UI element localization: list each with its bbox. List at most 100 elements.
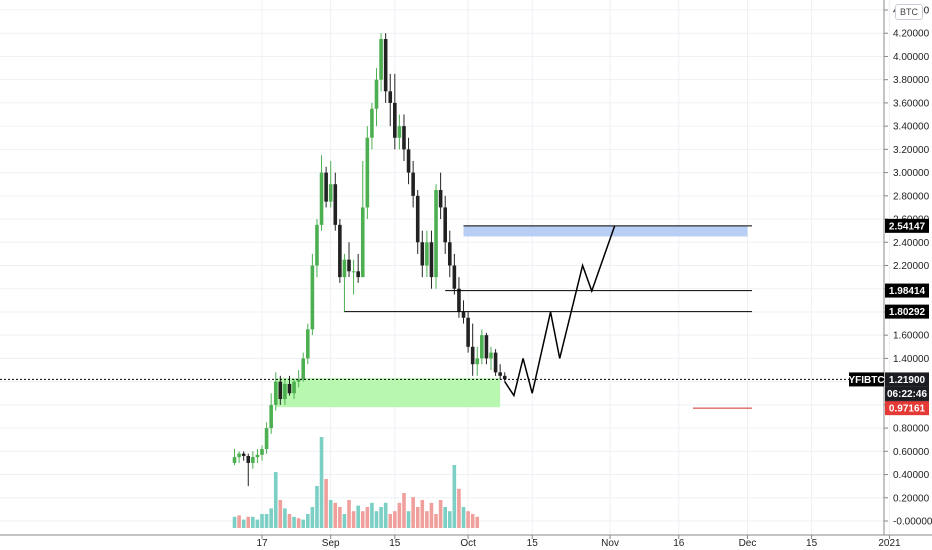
candle-body — [301, 358, 306, 380]
candle-body — [241, 453, 246, 456]
level-2-tag-label: 1.98414 — [889, 286, 926, 297]
symbol-tag — [849, 372, 884, 387]
volume-bar — [379, 507, 383, 528]
stop-tag-label: 0.97161 — [889, 404, 926, 415]
projection-line[interactable] — [504, 225, 616, 398]
price-tick-label: 0.20000 — [893, 493, 930, 504]
candle-body — [356, 271, 360, 278]
current-tag — [885, 372, 929, 387]
volume-bar — [365, 507, 370, 528]
volume-bar — [374, 511, 379, 528]
candle-body — [287, 383, 292, 394]
candle-body — [333, 184, 338, 225]
volume-bar — [438, 500, 443, 528]
price-tick-label: 3.20000 — [893, 145, 930, 156]
candle-body — [342, 259, 347, 278]
candle-body — [443, 207, 447, 243]
volume-bar — [360, 511, 365, 528]
time-tick-label: Sep — [322, 538, 340, 549]
volume-bar — [237, 515, 241, 528]
time-tick-label: 17 — [256, 538, 268, 549]
candle-body — [420, 242, 425, 266]
time-tick-label: Oct — [460, 538, 476, 549]
chart-zones — [275, 226, 748, 408]
price-tags: 2.54147 1.98414 1.80292 1.21900 YFIBTC06:22:… — [848, 218, 929, 416]
volume-bar — [260, 514, 264, 528]
volume-bar — [319, 437, 324, 528]
candle-body — [365, 137, 370, 208]
candle-body — [246, 455, 251, 463]
candle-body — [351, 271, 356, 273]
volume-bar — [425, 511, 429, 528]
price-levels — [0, 225, 884, 409]
volume-bar — [466, 511, 470, 528]
price-tick-label: 3.80000 — [893, 75, 930, 86]
volume-bar — [315, 486, 319, 528]
volume-bar — [292, 516, 296, 528]
price-tick-label: -0.00000 — [893, 517, 932, 528]
volume-bar — [457, 488, 461, 528]
level-2-tag — [885, 283, 929, 298]
candle-body — [429, 242, 434, 278]
candle-body — [264, 428, 269, 449]
price-tick-label: 3.60000 — [893, 98, 930, 109]
candle-body — [292, 381, 296, 394]
blue-zone — [463, 226, 748, 237]
candle-body — [388, 91, 393, 103]
price-tick-label: 3.40000 — [893, 122, 930, 133]
level-3-tag-label: 1.80292 — [889, 307, 926, 318]
volume-bar — [333, 502, 338, 528]
volume-bar — [411, 497, 415, 528]
price-tick-label: 4.00000 — [893, 52, 930, 63]
candle-body — [379, 39, 383, 80]
candle-body — [397, 126, 402, 138]
candle-body — [498, 372, 502, 376]
candle-body — [484, 335, 489, 359]
candle-body — [324, 172, 328, 202]
currency-badge[interactable]: BTC — [895, 4, 923, 20]
volume-bar — [351, 511, 356, 528]
volume-bar — [273, 472, 278, 528]
candle-body — [457, 288, 461, 312]
volume-bar — [397, 502, 402, 528]
candle-body — [338, 224, 342, 278]
candle-body — [493, 352, 498, 373]
price-tick-label: 1.40000 — [893, 354, 930, 365]
candle-body — [402, 126, 406, 150]
volume-bar — [255, 519, 260, 528]
current-tag-label: 1.21900 — [889, 375, 926, 386]
candle-body — [251, 457, 255, 463]
candle-body — [411, 172, 415, 196]
volume-bar — [232, 516, 237, 528]
time-tick-label: 15 — [527, 538, 539, 549]
time-axis: 17 Sep 15 Oct 15 Nov 16 Dec 15 2021 — [0, 534, 932, 549]
volume-bar — [283, 508, 287, 528]
candle-body — [480, 335, 484, 359]
volume-bar — [251, 516, 255, 528]
candle-body — [461, 311, 466, 318]
candle-body — [415, 195, 420, 243]
candle-body — [296, 379, 301, 382]
volume-bar — [429, 502, 434, 528]
volume-bar — [415, 507, 420, 528]
volume-bar — [406, 511, 411, 528]
candle-body — [360, 207, 365, 278]
candle-body — [425, 242, 429, 266]
volume-bar — [461, 507, 466, 528]
green-zone — [275, 378, 501, 408]
candle-body — [383, 39, 388, 92]
price-tick-label: 2.20000 — [893, 261, 930, 272]
symbol-tag-label: YFIBTC — [848, 375, 884, 386]
price-tick-label: 0.40000 — [893, 470, 930, 481]
candle-body — [347, 259, 351, 272]
candle-body — [466, 317, 470, 347]
candle-body — [438, 190, 443, 208]
volume-bar — [310, 507, 315, 528]
level-1-tag — [885, 218, 929, 233]
volume-bar — [306, 514, 310, 528]
candle-body — [452, 265, 457, 289]
price-axis: -0.000000.200000.400000.600000.800001.00… — [883, 0, 932, 535]
candle-body — [260, 448, 264, 455]
time-tick-label: Dec — [739, 538, 757, 549]
